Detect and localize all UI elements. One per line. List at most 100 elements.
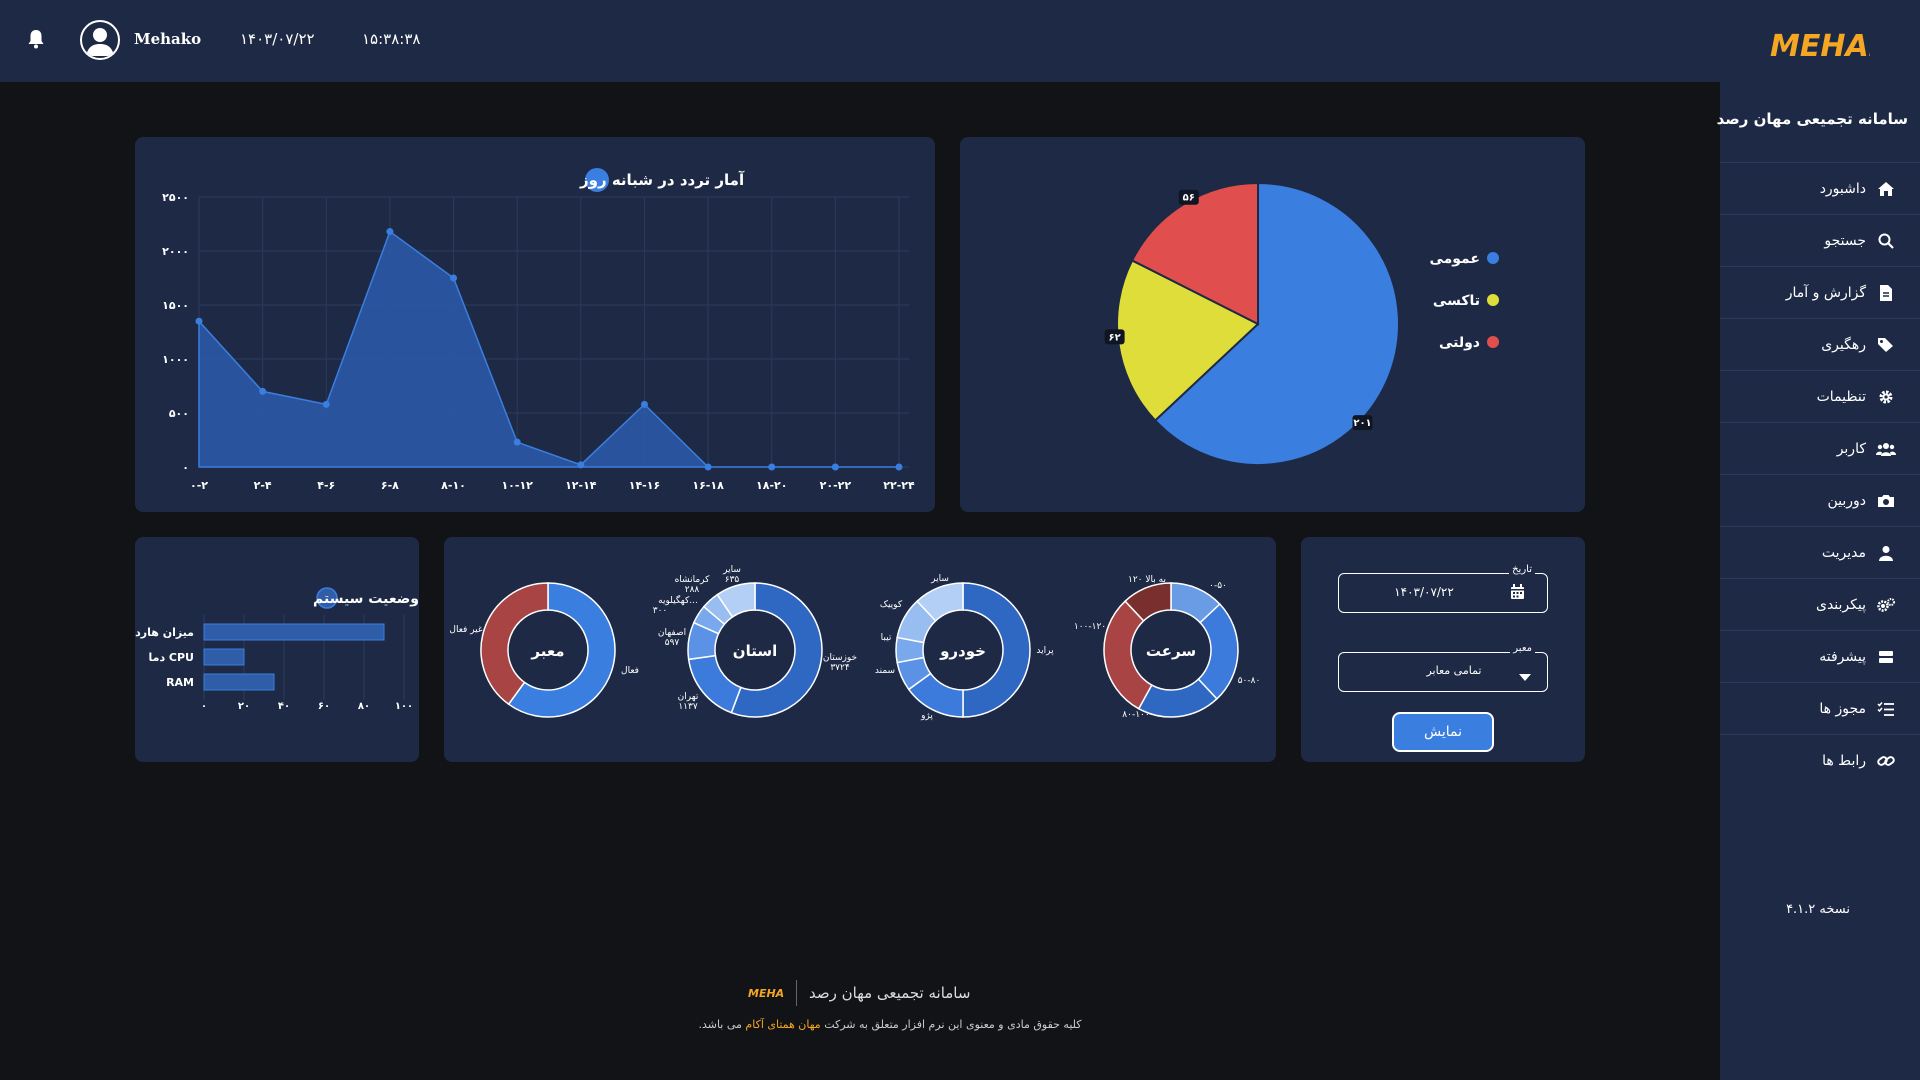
legend-label: تاکسی [1433, 293, 1480, 309]
sidebar-item-configuration[interactable]: پیکربندی [1720, 578, 1920, 630]
users-icon [1876, 439, 1896, 459]
traffic-chart-card: ۰ ۵۰۰ ۱۰۰۰ ۱۵۰۰ ۲۰۰۰ ۲۵۰۰ ۰-۲ ۲-۴ ۴-۶ ۶-۸ ۸-۱۰ ۱۰-… [135, 137, 935, 512]
home-icon [1876, 179, 1896, 199]
area-series [198, 230, 899, 468]
status-category: RAM [166, 676, 194, 689]
sidebar-item-reports[interactable]: گزارش و آمار [1720, 266, 1920, 318]
donut-slice[interactable] [480, 582, 549, 706]
label-other-vehicle: سایر [930, 574, 949, 584]
data-point[interactable] [450, 274, 458, 282]
donut-slice[interactable] [1124, 582, 1172, 622]
sidebar-item-management[interactable]: مدیریت [1720, 526, 1920, 578]
logo-text: MEHAN [1770, 29, 1870, 62]
pie-value-badge [1178, 189, 1199, 205]
legend-swatch [1487, 336, 1499, 348]
label-isfahan-value: ۵۹۷ [665, 638, 680, 648]
footer-title: سامانه تجمیعی مهان رصد [809, 984, 971, 1002]
route-value: تمامی معابر [1426, 664, 1482, 677]
calendar-icon[interactable] [1510, 584, 1525, 604]
legend-swatch [1487, 252, 1499, 264]
y-tick-label: ۲۰۰۰ [162, 245, 189, 258]
username: Mehako [134, 30, 202, 48]
x-tick-label: ۲۰-۲۲ [820, 479, 852, 492]
sidebar: سامانه تجمیعی مهان رصد داشبورد جستجو گزا… [1717, 82, 1920, 1080]
gears-icon [1876, 595, 1896, 615]
sidebar-item-advanced[interactable]: پیشرفته [1720, 630, 1920, 682]
donut-center-label: خودرو [939, 642, 986, 660]
status-bar[interactable] [203, 623, 385, 641]
gear-icon [1876, 387, 1896, 407]
sidebar-item-search[interactable]: جستجو [1720, 214, 1920, 266]
sidebar-item-settings[interactable]: تنظیمات [1720, 370, 1920, 422]
search-icon [1876, 231, 1896, 251]
data-point[interactable] [704, 463, 712, 471]
y-tick-label: ۱۰۰۰ [162, 353, 189, 366]
data-point[interactable] [895, 463, 903, 471]
show-button[interactable]: نمایش [1392, 712, 1494, 752]
x-tick-label: ۱۶-۱۸ [692, 479, 724, 492]
donut-slice[interactable] [916, 582, 964, 622]
route-select[interactable]: معبر تمامی معابر [1338, 643, 1548, 692]
donut-center-label: سرعت [1146, 642, 1196, 660]
bell-icon[interactable] [27, 29, 45, 53]
y-tick-label: ۵۰۰ [169, 407, 189, 420]
sidebar-menu: داشبورد جستجو گزارش و آمار رهگیری تنظیما… [1720, 162, 1920, 786]
label-speed-120-plus: ۱۲۰ به بالا [1128, 575, 1166, 585]
donut-slice[interactable] [507, 582, 616, 718]
chevron-down-icon[interactable] [1519, 667, 1531, 686]
sidebar-item-user[interactable]: کاربر [1720, 422, 1920, 474]
label-kermanshah-name: کرمانشاه [675, 575, 711, 585]
avatar[interactable] [80, 20, 120, 60]
label-inactive: غیر فعال [449, 625, 482, 635]
x-tick-label: ۱۴-۱۶ [629, 479, 660, 492]
sidebar-item-label: جستجو [1824, 232, 1866, 249]
label-khuzestan-name: خوزستان [823, 653, 857, 663]
footer-brand: MEHAN سامانه تجمیعی مهان رصد [748, 980, 970, 1006]
status-category: دما CPU [149, 651, 195, 664]
data-point[interactable] [640, 400, 648, 408]
date-field[interactable]: تاریخ ۱۴۰۳/۰۷/۲۲ [1338, 564, 1548, 613]
y-tick-label: ۲۵۰۰ [162, 191, 189, 204]
tags-icon [1876, 335, 1896, 355]
data-point[interactable] [259, 387, 267, 395]
sidebar-item-label: رهگیری [1821, 336, 1866, 353]
pie-slice[interactable] [1153, 181, 1400, 466]
system-status-chart: وضعیت سیستم میزان هارد دما CPU RAM ۰ ۲۰ ۴۰ ۶۰… [135, 587, 419, 712]
sidebar-item-dashboard[interactable]: داشبورد [1720, 162, 1920, 214]
mehan-logo: MEHAN [1770, 28, 1894, 66]
donut-slice[interactable] [730, 582, 823, 718]
area-chart-title: آمار تردد در شبانه روز [579, 171, 745, 189]
sidebar-item-camera[interactable]: دوربین [1720, 474, 1920, 526]
data-point[interactable] [768, 463, 776, 471]
label-kermanshah-value: ۲۸۸ [685, 585, 700, 595]
sidebar-item-label: تنظیمات [1816, 388, 1866, 405]
x-tick-label: ۰ [201, 701, 207, 712]
donut-slice[interactable] [716, 582, 756, 618]
data-point[interactable] [831, 463, 839, 471]
data-point[interactable] [195, 317, 203, 325]
x-tick-label: ۱۲-۱۴ [565, 479, 597, 492]
donut-labels: فعال غیر فعال خوزستان ۳۷۲۴ تهران ۱۱۳۷ اص… [449, 565, 1260, 721]
status-category: میزان هارد [135, 626, 194, 639]
pie-value-badge [1352, 415, 1373, 431]
company-link[interactable]: مهان همتای آکام [745, 1018, 821, 1031]
status-bar[interactable] [203, 673, 275, 691]
sidebar-item-licenses[interactable]: مجوز ها [1720, 682, 1920, 734]
pie-value-label: ۵۶ [1183, 193, 1195, 204]
system-status-title: وضعیت سیستم [313, 591, 419, 607]
data-point[interactable] [386, 228, 394, 236]
server-icon [1876, 647, 1896, 667]
data-point[interactable] [322, 400, 330, 408]
list-check-icon [1876, 699, 1896, 719]
sidebar-item-interfaces[interactable]: رابط ها [1720, 734, 1920, 786]
y-tick-label: ۰ [182, 461, 189, 474]
data-point[interactable] [513, 438, 521, 446]
x-tick-label: ۶-۸ [381, 479, 399, 492]
y-tick-label: ۱۵۰۰ [162, 299, 189, 312]
donut-center-label: معبر [530, 642, 564, 660]
donut-slice[interactable] [962, 582, 1031, 718]
sidebar-item-tracking[interactable]: رهگیری [1720, 318, 1920, 370]
data-point[interactable] [577, 461, 585, 469]
x-tick-label: ۸۰ [358, 701, 370, 712]
status-bar[interactable] [203, 648, 245, 666]
